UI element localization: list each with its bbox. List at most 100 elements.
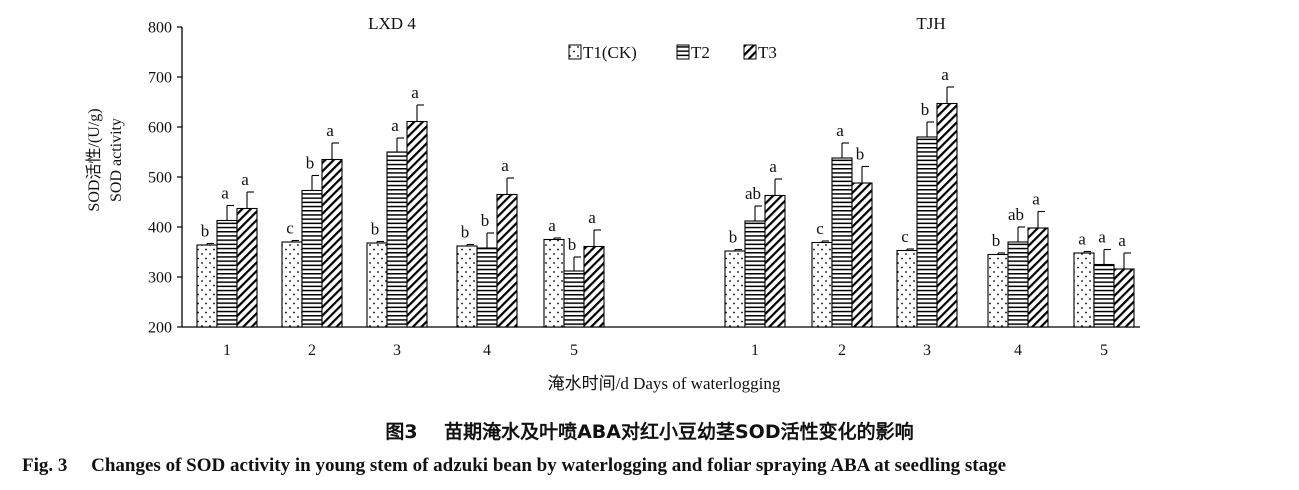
y-axis-label-en: SOD activity	[108, 118, 125, 202]
bar	[896, 249, 918, 328]
significance-letter: a	[548, 216, 556, 235]
bar	[281, 241, 303, 328]
significance-letter: b	[461, 223, 470, 242]
bar	[764, 194, 786, 328]
significance-letter: b	[568, 235, 577, 254]
x-tick-label: 3	[393, 342, 401, 359]
significance-letter: a	[1032, 190, 1040, 209]
significance-letter: ab	[745, 184, 761, 203]
significance-letter: a	[769, 157, 777, 176]
legend-label-t3: T3	[758, 43, 777, 62]
x-tick-label: 4	[483, 342, 491, 359]
bar	[831, 157, 853, 328]
significance-letter: c	[816, 219, 824, 238]
significance-letter: a	[1098, 228, 1106, 247]
legend: T1(CK) T2 T3	[568, 43, 777, 62]
y-tick-label: 300	[148, 270, 172, 287]
bar	[236, 207, 258, 328]
significance-letter: c	[286, 219, 294, 238]
significance-letter: b	[481, 211, 490, 230]
legend-item-t3: T3	[743, 43, 777, 62]
bar	[301, 189, 323, 328]
x-tick-label: 4	[1014, 342, 1022, 359]
bar	[1007, 241, 1029, 328]
bar	[366, 242, 388, 328]
figure-caption-en-text: Changes of SOD activity in young stem of…	[91, 455, 1007, 476]
significance-letter: a	[941, 65, 949, 84]
significance-letter: a	[411, 83, 419, 102]
figure-caption-en: Fig. 3 Changes of SOD activity in young …	[22, 455, 1006, 477]
group-title-tjh: TJH	[916, 14, 945, 33]
sod-bar-chart: SOD活性/(U/g) SOD activity LXD 4 TJH T1(CK…	[85, 14, 1140, 393]
figure-caption-cn-text: 苗期淹水及叶喷ABA对红小豆幼茎SOD活性变化的影响	[444, 421, 914, 443]
figure-caption-cn: 图3 苗期淹水及叶喷ABA对红小豆幼茎SOD活性变化的影响	[0, 417, 1299, 444]
x-tick-label: 2	[308, 342, 316, 359]
legend-label-t2: T2	[691, 43, 710, 62]
significance-letter: ab	[1008, 205, 1024, 224]
figure-caption-cn-label: 图3	[385, 421, 418, 443]
bar	[196, 244, 218, 328]
significance-letter: b	[201, 222, 210, 241]
bar	[476, 247, 498, 328]
significance-letter: b	[729, 228, 738, 247]
y-tick-label: 200	[148, 320, 172, 337]
figure-caption-en-label: Fig. 3	[22, 455, 68, 476]
bar	[543, 238, 565, 328]
bar	[851, 182, 873, 328]
bar	[321, 158, 343, 328]
y-axis-label-cn: SOD活性/(U/g)	[85, 108, 103, 211]
bar	[724, 250, 746, 328]
plot-area: 2003004005006007008001baa2cba3baa4bba5ab…	[148, 20, 1140, 359]
bar	[386, 151, 408, 328]
significance-letter: a	[501, 156, 509, 175]
x-tick-label: 2	[838, 342, 846, 359]
significance-letter: a	[1118, 231, 1126, 250]
bar	[916, 136, 938, 328]
bar	[987, 253, 1009, 328]
significance-letter: b	[992, 231, 1001, 250]
significance-letter: a	[241, 170, 249, 189]
bar	[406, 120, 428, 328]
group-title-lxd4: LXD 4	[368, 14, 416, 33]
bar	[1113, 268, 1135, 328]
significance-letter: a	[391, 116, 399, 135]
bar	[1093, 263, 1115, 328]
x-tick-label: 5	[1100, 342, 1108, 359]
significance-letter: a	[1078, 230, 1086, 249]
y-tick-label: 500	[148, 170, 172, 187]
legend-swatch-t3	[743, 44, 757, 60]
bar	[563, 270, 585, 328]
bar	[1027, 227, 1049, 328]
legend-item-t2: T2	[676, 43, 710, 62]
bar	[456, 245, 478, 328]
y-tick-label: 400	[148, 220, 172, 237]
y-tick-label: 700	[148, 70, 172, 87]
significance-letter: b	[856, 145, 865, 164]
y-tick-label: 800	[148, 20, 172, 37]
bar	[936, 102, 958, 328]
legend-swatch-t1	[568, 44, 582, 60]
significance-letter: a	[326, 121, 334, 140]
x-axis-title: 淹水时间/d Days of waterlogging	[548, 374, 781, 393]
bar	[744, 220, 766, 328]
legend-item-t1: T1(CK)	[568, 43, 637, 62]
bar	[583, 245, 605, 328]
significance-letter: b	[921, 100, 930, 119]
x-tick-label: 5	[570, 342, 578, 359]
significance-letter: a	[588, 208, 596, 227]
significance-letter: b	[306, 154, 315, 173]
bar	[1073, 252, 1095, 328]
x-tick-label: 3	[923, 342, 931, 359]
bar	[496, 193, 518, 328]
significance-letter: a	[836, 121, 844, 140]
bar	[216, 219, 238, 328]
significance-letter: a	[221, 184, 229, 203]
legend-label-t1: T1(CK)	[583, 43, 637, 62]
significance-letter: b	[371, 220, 380, 239]
x-tick-label: 1	[223, 342, 231, 359]
bar	[811, 241, 833, 328]
significance-letter: c	[901, 227, 909, 246]
legend-swatch-t2	[676, 44, 690, 60]
y-tick-label: 600	[148, 120, 172, 137]
x-tick-label: 1	[751, 342, 759, 359]
